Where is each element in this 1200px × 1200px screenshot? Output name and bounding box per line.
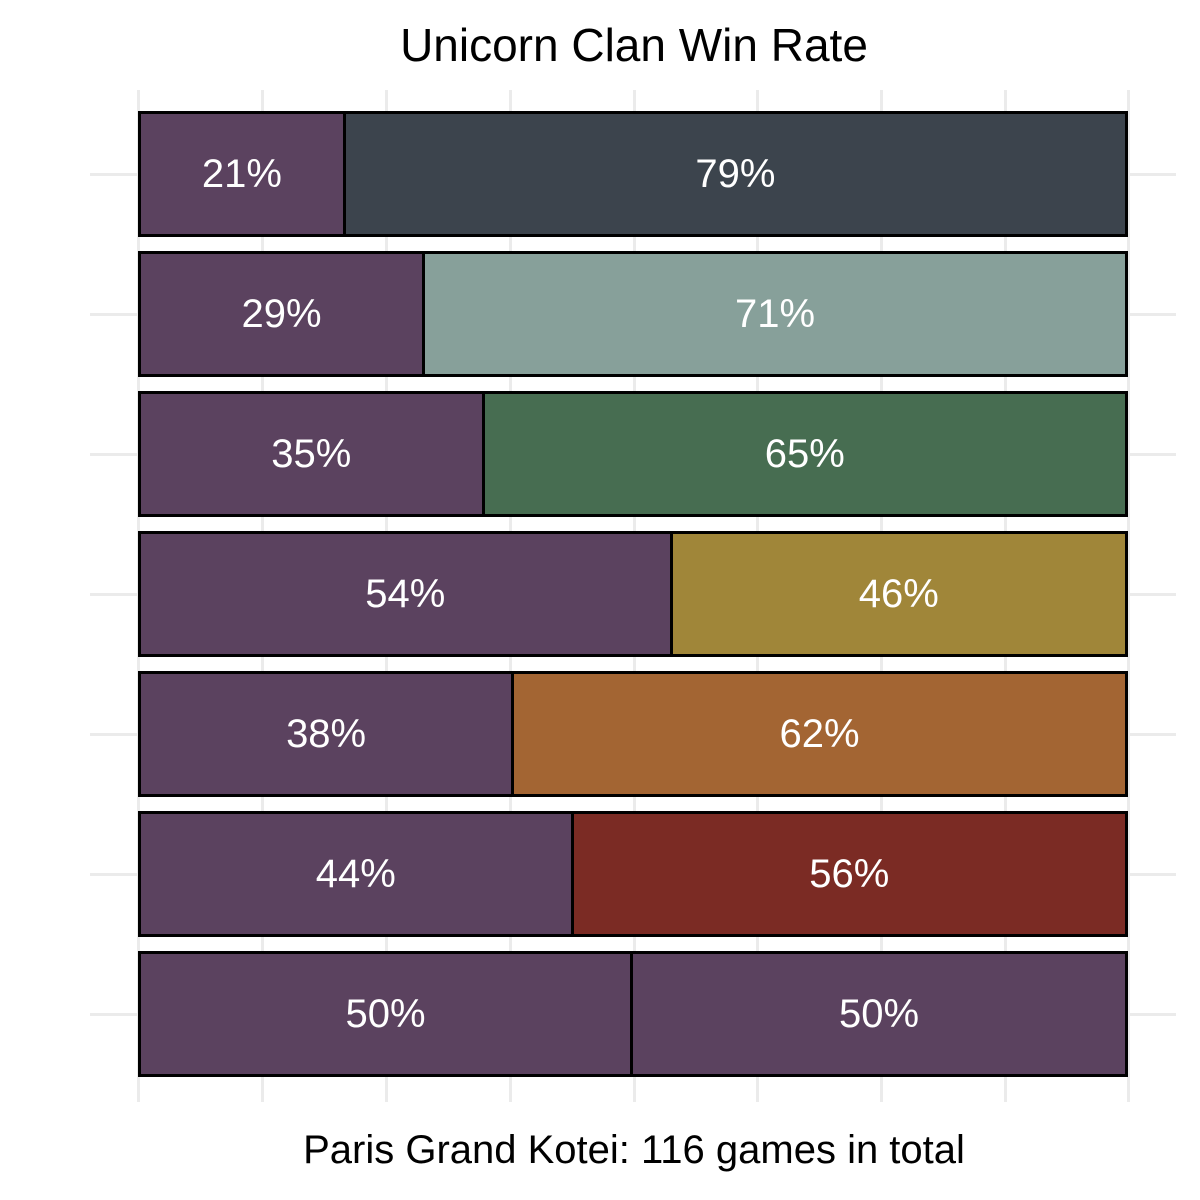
bar-segment-right: 65% [484,391,1128,517]
bar-segment-left: 38% [138,671,515,797]
bar-row: 44% 56% [138,811,1128,937]
bar-segment-right: 79% [345,111,1128,237]
bar-segment-left: 44% [138,811,574,937]
bar-row: 35% 65% [138,391,1128,517]
v-gridline [1127,90,1130,1102]
bar-segment-right: 56% [573,811,1128,937]
bar-row: 21% 79% [138,111,1128,237]
bar-segment-left: 50% [138,951,633,1077]
bar-row: 50% 50% [138,951,1128,1077]
bar-segment-left: 54% [138,531,673,657]
bar-segment-left: 21% [138,111,346,237]
x-axis-label: Paris Grand Kotei: 116 games in total [303,1128,965,1172]
bar-row: 38% 62% [138,671,1128,797]
bar-segment-right: 71% [425,251,1128,377]
plot-area: 21% 79% 29% 71% 35% 65% 54% 46% 38% 62% 44% 56% 50% 5… [90,90,1176,1102]
bar-segment-left: 29% [138,251,426,377]
bar-row: 29% 71% [138,251,1128,377]
bar-segment-right: 62% [514,671,1128,797]
bar-segment-right: 46% [672,531,1128,657]
chart-title: Unicorn Clan Win Rate [400,19,868,71]
bar-segment-left: 35% [138,391,485,517]
bar-segment-right: 50% [633,951,1128,1077]
bar-row: 54% 46% [138,531,1128,657]
